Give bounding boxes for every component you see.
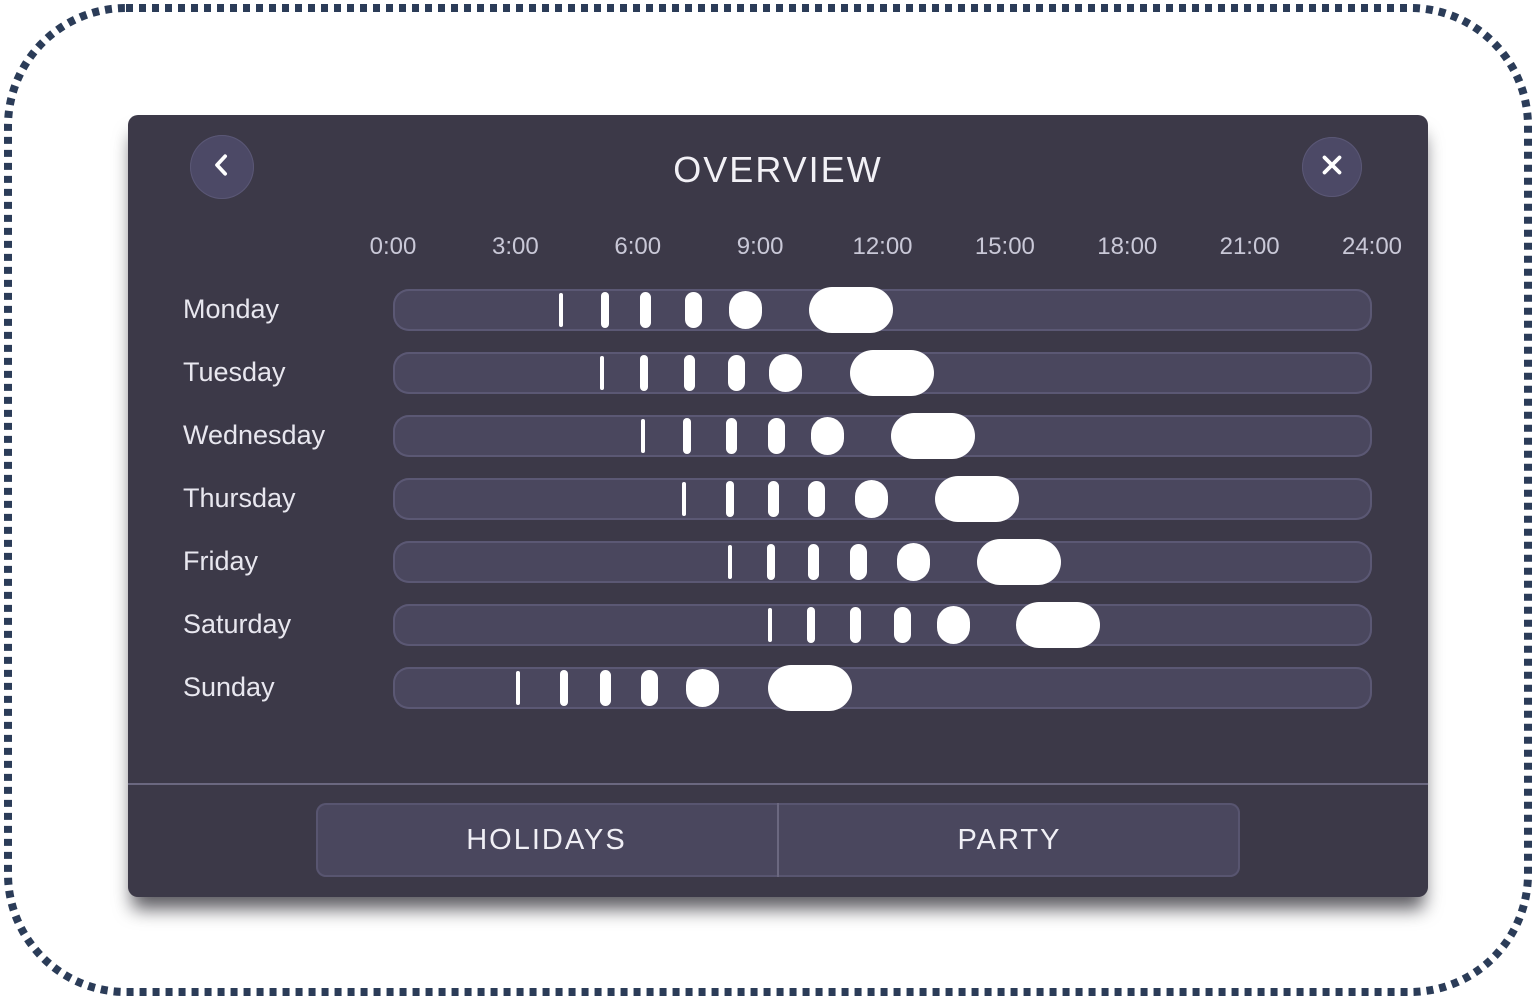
event-marker bbox=[559, 670, 568, 706]
close-icon bbox=[1317, 150, 1347, 185]
event-marker bbox=[683, 355, 695, 391]
event-marker bbox=[768, 354, 802, 392]
event-marker bbox=[767, 418, 785, 454]
event-marker bbox=[935, 476, 1020, 522]
event-marker bbox=[515, 671, 520, 705]
day-label: Tuesday bbox=[183, 357, 286, 387]
chevron-left-icon bbox=[207, 150, 237, 185]
event-marker bbox=[849, 350, 934, 396]
event-marker bbox=[601, 292, 610, 328]
event-marker bbox=[767, 544, 776, 580]
day-label: Sunday bbox=[183, 672, 275, 702]
time-tick: 3:00 bbox=[492, 233, 539, 260]
day-track-saturday[interactable] bbox=[393, 602, 1372, 648]
time-tick: 21:00 bbox=[1219, 233, 1280, 260]
day-label: Monday bbox=[183, 294, 280, 324]
time-tick: 15:00 bbox=[974, 233, 1035, 260]
event-marker bbox=[725, 418, 737, 454]
time-tick: 9:00 bbox=[736, 233, 784, 260]
event-marker bbox=[807, 607, 816, 643]
event-marker bbox=[599, 356, 604, 390]
event-marker bbox=[891, 413, 976, 459]
event-marker bbox=[807, 481, 825, 517]
page-title: OVERVIEW bbox=[673, 149, 883, 190]
party-button[interactable]: PARTY bbox=[777, 803, 1240, 877]
time-tick: 6:00 bbox=[614, 233, 662, 260]
time-tick: 12:00 bbox=[852, 233, 913, 260]
event-marker bbox=[767, 608, 772, 642]
event-marker bbox=[685, 669, 719, 707]
day-track-monday[interactable] bbox=[393, 287, 1372, 333]
close-button[interactable] bbox=[1302, 137, 1362, 197]
event-marker bbox=[639, 355, 648, 391]
event-marker bbox=[600, 670, 612, 706]
back-button[interactable] bbox=[190, 135, 254, 199]
event-marker bbox=[854, 480, 888, 518]
event-marker bbox=[811, 417, 845, 455]
day-track-sunday[interactable] bbox=[393, 665, 1372, 711]
event-marker bbox=[728, 291, 762, 329]
event-marker bbox=[681, 482, 686, 516]
day-track-friday[interactable] bbox=[393, 539, 1372, 585]
day-label: Thursday bbox=[183, 483, 296, 513]
event-marker bbox=[725, 481, 734, 517]
event-marker bbox=[559, 293, 564, 327]
event-marker bbox=[767, 481, 779, 517]
footer-button-group: HOLIDAYS PARTY bbox=[316, 803, 1240, 877]
time-tick: 0:00 bbox=[369, 233, 417, 260]
event-marker bbox=[727, 355, 745, 391]
event-marker bbox=[1015, 602, 1100, 648]
event-marker bbox=[977, 539, 1062, 585]
time-tick: 24:00 bbox=[1341, 233, 1403, 260]
day-label: Friday bbox=[183, 546, 259, 576]
event-marker bbox=[683, 418, 692, 454]
event-marker bbox=[849, 544, 867, 580]
event-marker bbox=[640, 292, 652, 328]
event-marker bbox=[684, 292, 702, 328]
event-marker bbox=[727, 545, 732, 579]
footer-divider bbox=[128, 783, 1428, 785]
event-marker bbox=[896, 543, 930, 581]
event-marker bbox=[641, 670, 659, 706]
event-marker bbox=[849, 607, 861, 643]
overview-panel: OVERVIEW 0:00 3:00 6:00 9:00 12:00 15:00 18:00… bbox=[128, 115, 1428, 897]
day-track-wednesday[interactable] bbox=[393, 413, 1372, 459]
holidays-button[interactable]: HOLIDAYS bbox=[466, 823, 627, 856]
event-marker bbox=[893, 607, 911, 643]
day-track-tuesday[interactable] bbox=[393, 350, 1372, 396]
event-marker bbox=[641, 419, 646, 453]
day-label: Wednesday bbox=[183, 420, 326, 450]
day-label: Saturday bbox=[183, 609, 292, 639]
day-track-thursday[interactable] bbox=[393, 476, 1372, 522]
event-marker bbox=[808, 544, 820, 580]
event-marker bbox=[767, 665, 852, 711]
event-marker bbox=[809, 287, 894, 333]
event-marker bbox=[937, 606, 971, 644]
time-tick: 18:00 bbox=[1097, 233, 1158, 260]
